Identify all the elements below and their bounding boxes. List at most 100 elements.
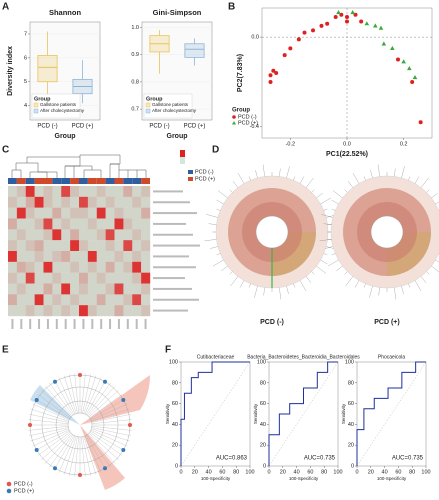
group-bar — [123, 178, 133, 184]
heat-cell — [70, 240, 80, 252]
clade-branch — [83, 375, 97, 414]
heat-cell — [79, 251, 89, 263]
y-tick-label: 60 — [260, 401, 266, 407]
clade-branch — [83, 436, 97, 475]
sunburst-leader — [331, 199, 339, 205]
heat-cell — [132, 196, 142, 208]
clade-branch — [45, 433, 73, 464]
clade-branch — [53, 379, 75, 415]
heat-cell — [16, 240, 26, 252]
sunburst-leader — [323, 253, 328, 256]
clade-branch — [58, 377, 76, 415]
heat-cell — [96, 240, 106, 252]
clade-node — [121, 448, 126, 452]
sunburst-leader — [331, 208, 336, 211]
sunburst-leader — [254, 286, 258, 298]
heat-cell — [123, 196, 133, 208]
heat-cell — [34, 240, 44, 252]
heat-cell — [43, 261, 53, 273]
heat-cell — [79, 283, 89, 295]
x-tick-label: PCD (-) — [37, 124, 57, 130]
heat-cell — [79, 196, 89, 208]
heat-cell — [16, 251, 26, 263]
chart-title: Gini-Simpson — [153, 8, 202, 17]
heat-cell — [25, 218, 35, 230]
heat-cell — [96, 305, 106, 317]
heat-cell — [79, 186, 89, 198]
heat-cell — [52, 218, 62, 230]
group-bar — [16, 178, 26, 184]
heat-cell — [25, 229, 35, 241]
heat-cell — [132, 272, 142, 284]
col-label-placeholder — [126, 319, 129, 329]
sunburst-leader — [230, 276, 239, 287]
heat-cell — [105, 305, 115, 317]
clade-branch — [58, 435, 76, 473]
y-tick-label: 80 — [348, 380, 354, 386]
heat-cell — [43, 283, 53, 295]
heat-cell — [61, 272, 71, 284]
row-label-placeholder — [153, 201, 190, 204]
point — [333, 14, 338, 19]
clade-branch — [90, 398, 126, 420]
sunburst-leader — [311, 271, 315, 275]
chart-title: Shannon — [49, 8, 81, 17]
clade-branch — [84, 377, 102, 415]
sunburst-leader — [408, 283, 411, 288]
heat-cell — [34, 186, 44, 198]
clade-branch — [87, 386, 115, 417]
heat-cell — [16, 186, 26, 198]
legend-swatch — [145, 108, 151, 114]
y-tick-label: 0.8 — [131, 79, 139, 85]
sunburst-leader — [263, 287, 265, 296]
heat-cell — [70, 207, 80, 219]
heat-cell — [34, 218, 44, 230]
sunburst-leader — [426, 271, 430, 275]
heat-cell — [34, 283, 44, 295]
heat-cell — [114, 305, 124, 317]
clade-branch — [63, 436, 77, 475]
legend-label: Gallstone patients — [40, 102, 77, 107]
x-tick-label: 80 — [409, 469, 415, 475]
heat-cell — [96, 251, 106, 263]
legend-marker — [6, 488, 12, 494]
sunburst-leader — [332, 190, 343, 199]
x-tick-label: 40 — [206, 469, 212, 475]
heat-cell — [34, 251, 44, 263]
heat-cell — [16, 218, 26, 230]
heat-cell — [87, 305, 97, 317]
legend-marker — [232, 121, 236, 125]
point — [345, 14, 349, 19]
heat-cell — [70, 186, 80, 198]
heat-cell — [43, 196, 53, 208]
clade-branch — [74, 436, 79, 477]
heat-cell — [141, 272, 151, 284]
sunburst-leader — [239, 280, 245, 288]
heat-cell — [96, 261, 106, 273]
sunburst-leader — [305, 276, 312, 283]
heat-cell — [87, 294, 97, 306]
heat-cell — [34, 305, 44, 317]
roc-curve — [356, 361, 426, 466]
heat-cell — [25, 240, 35, 252]
point — [345, 19, 349, 24]
sunburst-leader — [221, 265, 228, 272]
sunburst-leader — [401, 166, 405, 178]
heat-cell — [34, 272, 44, 284]
x-tick-label: 40 — [382, 469, 388, 475]
col-label-placeholder — [55, 319, 58, 329]
clade-branch — [82, 374, 91, 414]
heat-cell — [96, 229, 106, 241]
heat-cell — [52, 272, 62, 284]
y-axis-title: Sensitivity — [341, 403, 346, 424]
clade-branch — [29, 427, 69, 436]
heat-cell — [105, 283, 115, 295]
sunburst-leader — [325, 246, 333, 249]
sunburst-leader — [435, 201, 439, 205]
clade-highlight — [30, 385, 80, 425]
clade-branch — [88, 390, 119, 418]
sunburst-leader — [394, 287, 397, 300]
heat-cell — [70, 229, 80, 241]
heat-cell — [8, 305, 18, 317]
sunburst-leader — [320, 197, 331, 205]
